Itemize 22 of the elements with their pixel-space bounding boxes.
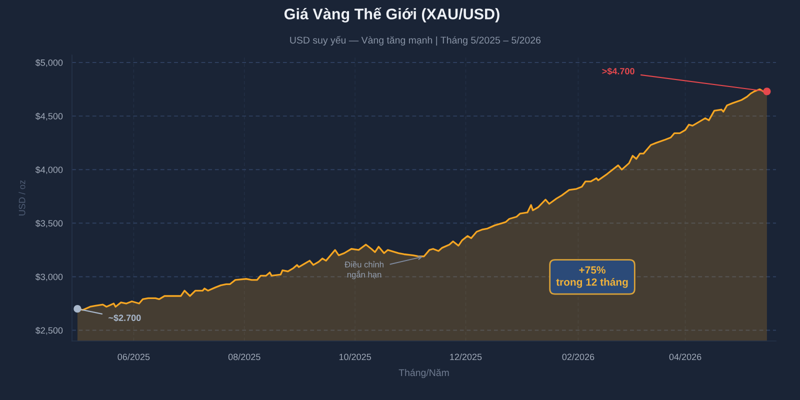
x-tick-label: 06/2025 (118, 354, 150, 360)
y-tick-label: $2,500 (35, 326, 63, 335)
y-tick-label: $3,000 (35, 273, 63, 282)
chart-title: Giá Vàng Thế Giới (XAU/USD) (284, 8, 500, 22)
y-tick-label: $3,500 (35, 220, 63, 228)
x-tick-label: 04/2026 (669, 354, 702, 360)
annotation: ~$2.700 (108, 314, 141, 322)
y-tick-label: $4,500 (35, 112, 63, 120)
y-tick-label: $4,000 (35, 166, 63, 174)
x-axis-title: Tháng/Năm (398, 368, 449, 378)
annotation: Điều chỉnh ngắn hạn (344, 260, 384, 280)
annotation: >$4.700 (602, 68, 634, 75)
x-tick-label: 12/2025 (450, 354, 482, 360)
y-tick-label: $5,000 (35, 59, 63, 67)
y-axis-title: USD / oz (18, 180, 26, 216)
point (763, 88, 771, 96)
x-tick-label: 10/2025 (339, 354, 371, 360)
x-tick-label: 08/2025 (228, 354, 260, 360)
x-tick-label: 02/2026 (562, 354, 594, 360)
chart-subtitle: USD suy yếu — Vàng tăng mạnh | Tháng 5/2025 – 5/2026 (290, 36, 541, 46)
annotation: +75% trong 12 tháng (556, 266, 628, 288)
point (74, 305, 82, 313)
